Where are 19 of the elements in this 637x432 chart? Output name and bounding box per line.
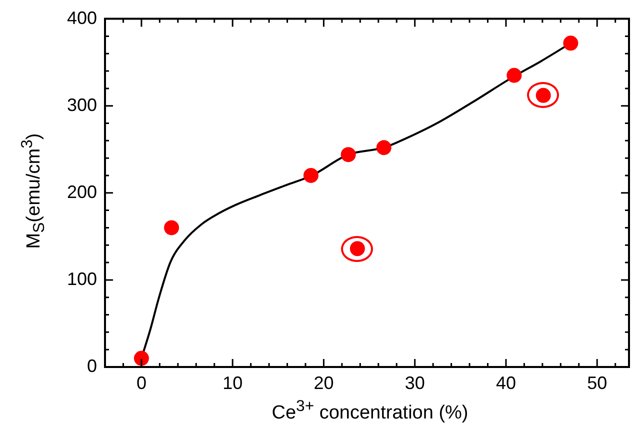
y-tick-label: 300 bbox=[66, 94, 97, 115]
y-tick-label: 100 bbox=[66, 268, 97, 289]
x-tick-label: 50 bbox=[587, 372, 608, 393]
point bbox=[134, 350, 149, 366]
y-tick-label: 200 bbox=[66, 182, 97, 202]
point bbox=[563, 36, 578, 51]
x-tick-label: 40 bbox=[496, 372, 516, 393]
point bbox=[303, 168, 318, 183]
point bbox=[506, 68, 522, 83]
y-tick-label: 400 bbox=[66, 8, 97, 28]
point bbox=[164, 220, 180, 236]
point bbox=[340, 147, 356, 162]
x-axis-title: Ce$^{3+}$ concentration (%) bbox=[270, 398, 470, 424]
x-tick-label: 0 bbox=[136, 372, 146, 393]
x-tick-label: 30 bbox=[404, 372, 425, 393]
y-tick-label: 0 bbox=[86, 356, 97, 376]
x-tick-label: 10 bbox=[222, 372, 243, 393]
point bbox=[376, 140, 392, 156]
x-tick-label: 20 bbox=[314, 372, 334, 393]
